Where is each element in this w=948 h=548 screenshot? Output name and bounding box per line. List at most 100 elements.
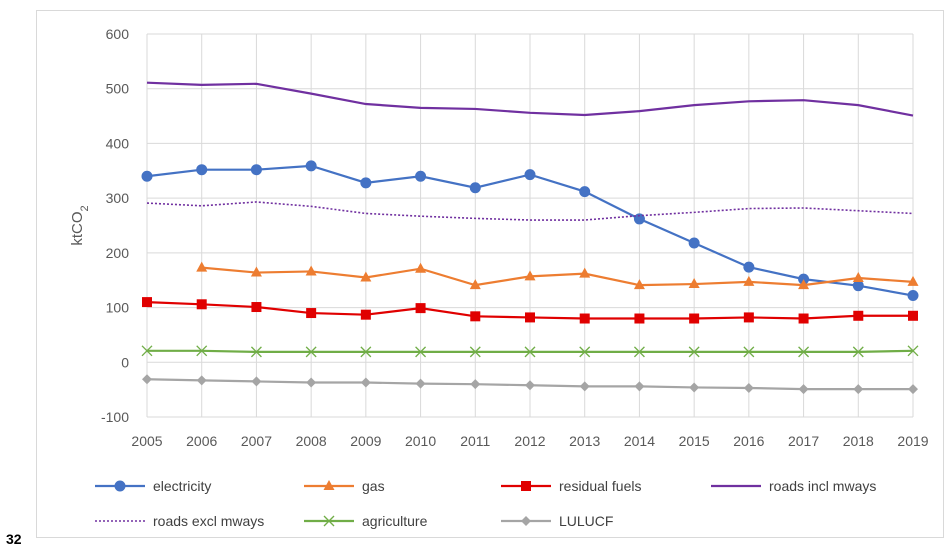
line-roads-incl-mways xyxy=(146,81,914,117)
point-residual-fuels-2005 xyxy=(142,297,152,308)
point-residual-fuels-2017 xyxy=(798,313,809,324)
x-tick-2005: 2005 xyxy=(131,433,162,449)
point-gas-2013 xyxy=(579,267,591,278)
point-residual-fuels-2019 xyxy=(908,310,918,321)
point-electricity-2018 xyxy=(852,280,864,292)
point-residual-fuels-2018 xyxy=(853,310,864,321)
x-tick-2016: 2016 xyxy=(733,433,764,449)
point-lulucf-2017 xyxy=(798,384,809,395)
point-gas-2009 xyxy=(360,271,372,282)
y-tick-100: 100 xyxy=(106,300,130,316)
y-axis-label-sub: 2 xyxy=(79,205,91,211)
point-electricity-2012 xyxy=(524,169,536,181)
point-lulucf-2013 xyxy=(579,381,590,392)
y-axis-label-main: ktCO xyxy=(69,211,86,245)
legend-item-agriculture: agriculture xyxy=(304,513,428,529)
point-electricity-2015 xyxy=(688,237,700,249)
point-agriculture-2016 xyxy=(743,346,755,358)
legend-label-lulucf: LULUCF xyxy=(559,513,613,529)
point-electricity-2019 xyxy=(907,290,919,302)
x-tick-2006: 2006 xyxy=(186,433,217,449)
point-lulucf-2007 xyxy=(251,376,262,387)
point-residual-fuels-2014 xyxy=(634,313,645,324)
x-tick-2007: 2007 xyxy=(241,433,272,449)
point-agriculture-2008 xyxy=(305,346,317,358)
legend-marker-gas xyxy=(323,480,335,490)
series-agriculture xyxy=(141,345,919,358)
point-gas-2006 xyxy=(196,261,208,272)
point-residual-fuels-2012 xyxy=(525,312,535,323)
point-electricity-2014 xyxy=(633,213,645,225)
y-tick-300: 300 xyxy=(106,190,130,206)
series-lulucf xyxy=(142,374,918,395)
legend-item-residual-fuels: residual fuels xyxy=(501,478,642,494)
point-agriculture-2007 xyxy=(250,346,262,358)
legend-marker-residual-fuels xyxy=(521,481,531,491)
point-electricity-2009 xyxy=(360,177,372,189)
line-gas xyxy=(201,266,914,287)
point-residual-fuels-2016 xyxy=(743,312,754,323)
point-agriculture-2006 xyxy=(196,345,208,357)
series-gas xyxy=(196,261,919,290)
point-residual-fuels-2011 xyxy=(470,311,481,322)
point-agriculture-2019 xyxy=(907,345,919,357)
point-electricity-2005 xyxy=(141,170,153,182)
point-lulucf-2012 xyxy=(525,380,535,391)
x-tick-2011: 2011 xyxy=(460,433,490,449)
x-tick-2019: 2019 xyxy=(897,433,928,449)
point-electricity-2013 xyxy=(579,186,591,198)
y-axis-label: ktCO2 xyxy=(69,205,91,245)
point-residual-fuels-2015 xyxy=(689,313,700,324)
point-residual-fuels-2009 xyxy=(360,309,371,320)
legend-marker-lulucf xyxy=(521,516,531,526)
x-tick-2013: 2013 xyxy=(569,433,600,449)
point-lulucf-2011 xyxy=(470,379,481,390)
series-residual-fuels xyxy=(142,297,918,324)
legend-label-electricity: electricity xyxy=(153,478,211,494)
page-number: 32 xyxy=(6,531,22,547)
chart-frame xyxy=(36,10,944,538)
point-gas-2007 xyxy=(250,266,262,277)
point-residual-fuels-2007 xyxy=(251,302,262,313)
legend-label-gas: gas xyxy=(362,478,385,494)
x-tick-2010: 2010 xyxy=(405,433,436,449)
point-gas-2016 xyxy=(743,275,755,286)
y-tick-600: 600 xyxy=(106,26,130,42)
point-gas-2015 xyxy=(688,278,700,289)
point-lulucf-2009 xyxy=(360,377,371,388)
point-agriculture-2009 xyxy=(360,346,372,358)
point-lulucf-2006 xyxy=(196,375,207,386)
point-agriculture-2018 xyxy=(852,346,864,358)
legend-label-roads-excl-mways: roads excl mways xyxy=(153,513,264,529)
point-agriculture-2013 xyxy=(579,346,591,358)
point-lulucf-2018 xyxy=(853,384,864,395)
x-tick-2018: 2018 xyxy=(843,433,874,449)
legend-item-roads-incl-mways: roads incl mways xyxy=(711,478,876,494)
legend-marker-electricity xyxy=(114,480,126,492)
x-tick-2008: 2008 xyxy=(296,433,327,449)
point-electricity-2007 xyxy=(250,164,262,176)
point-residual-fuels-2006 xyxy=(196,299,207,310)
point-gas-2014 xyxy=(633,279,645,290)
point-gas-2018 xyxy=(852,272,864,283)
gridlines xyxy=(146,33,914,418)
y-tick-labels: -100 0 100 200 300 400 500 600 xyxy=(101,26,129,425)
y-tick-200: 200 xyxy=(106,245,130,261)
point-electricity-2016 xyxy=(743,261,755,273)
y-tick--100: -100 xyxy=(101,409,129,425)
point-lulucf-2014 xyxy=(634,381,645,392)
point-agriculture-2017 xyxy=(798,346,810,358)
x-tick-2009: 2009 xyxy=(350,433,381,449)
x-tick-2017: 2017 xyxy=(788,433,819,449)
y-tick-0: 0 xyxy=(121,354,129,370)
point-electricity-2010 xyxy=(415,170,427,182)
series-electricity xyxy=(141,160,919,302)
legend-label-roads-incl-mways: roads incl mways xyxy=(769,478,876,494)
point-lulucf-2019 xyxy=(908,384,918,395)
point-lulucf-2015 xyxy=(689,382,700,393)
point-residual-fuels-2008 xyxy=(306,308,317,319)
point-agriculture-2014 xyxy=(633,346,645,358)
point-gas-2010 xyxy=(415,262,427,273)
series-roads-incl-mways xyxy=(146,81,914,117)
point-agriculture-2011 xyxy=(469,346,481,358)
